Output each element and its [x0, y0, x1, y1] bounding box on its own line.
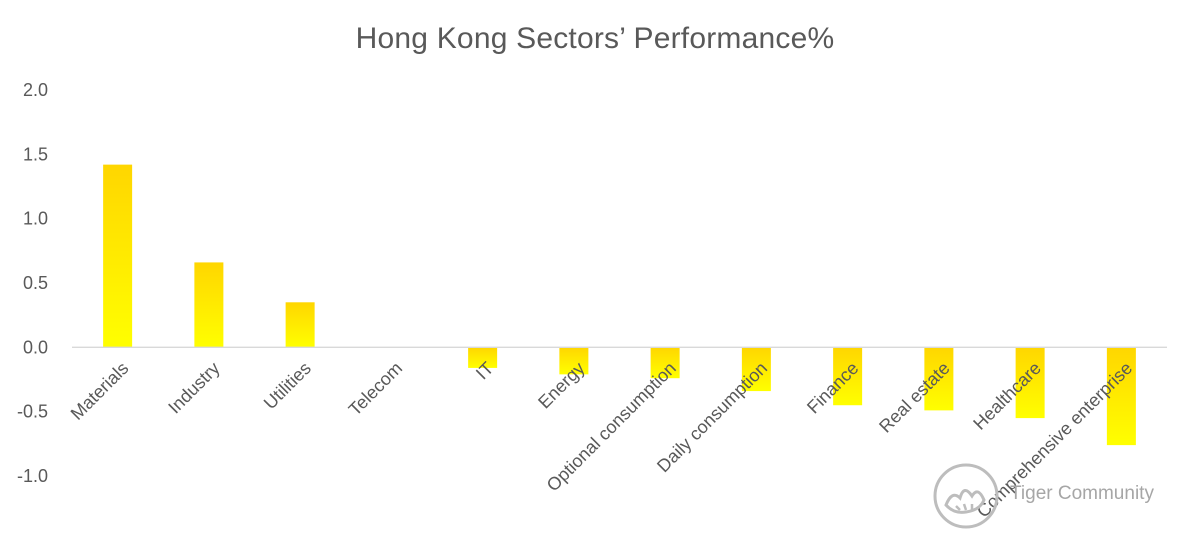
x-tick-label: Utilities: [260, 358, 315, 413]
y-tick-label: 1.5: [23, 144, 48, 164]
y-tick-label: 2.0: [23, 80, 48, 100]
x-tick-label: Industry: [164, 358, 223, 417]
bar: [833, 347, 863, 406]
bar: [741, 347, 771, 392]
bar: [924, 347, 954, 411]
x-tick-label: Telecom: [345, 358, 407, 420]
bar: [1015, 347, 1045, 419]
y-tick-label: -1.0: [17, 466, 48, 486]
y-tick-label: 0.5: [23, 273, 48, 293]
chart-title: Hong Kong Sectors’ Performance%: [355, 22, 835, 55]
bars-group: [103, 164, 1136, 446]
y-tick-label: 0.0: [23, 337, 48, 357]
x-tick-label: Materials: [67, 358, 133, 424]
bar: [468, 347, 498, 368]
y-axis: 2.0 1.5 1.0 0.5 0.0 -0.5 -1.0: [17, 80, 48, 486]
watermark-text: Tiger Community: [1010, 483, 1154, 504]
bar: [194, 262, 224, 348]
bar: [103, 164, 133, 348]
y-tick-label: 1.0: [23, 209, 48, 229]
y-tick-label: -0.5: [17, 402, 48, 422]
tiger-logo-icon: [933, 463, 999, 529]
bar: [650, 347, 680, 379]
watermark: Tiger Community: [930, 460, 1170, 530]
bar: [1106, 347, 1136, 446]
bar: [559, 347, 589, 375]
bar: [285, 302, 315, 348]
